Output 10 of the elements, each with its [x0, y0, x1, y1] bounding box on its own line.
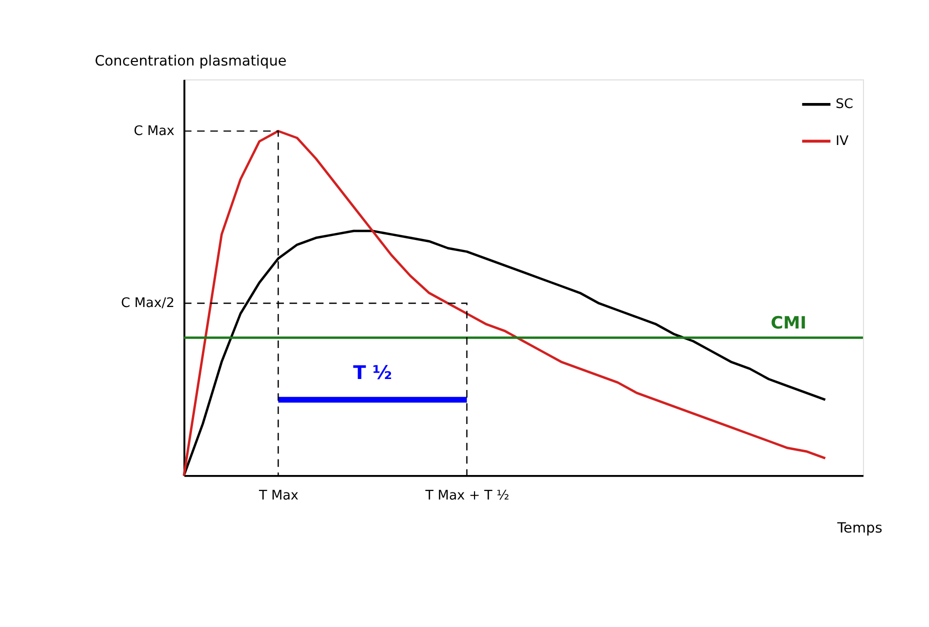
legend-label: IV	[836, 134, 849, 149]
ref-line-label: CMI	[770, 313, 806, 334]
x-tick-label: T Max	[258, 488, 299, 504]
text: C Max	[134, 124, 175, 139]
text: C Max/2	[120, 296, 174, 312]
x-tick-label: T Max + T ½	[424, 488, 510, 504]
x-axis-title: Temps	[836, 520, 882, 537]
legend-label: SC	[836, 97, 854, 112]
y-axis-title: Concentration plasmatique	[94, 54, 287, 70]
annotation: T ½	[353, 362, 392, 384]
